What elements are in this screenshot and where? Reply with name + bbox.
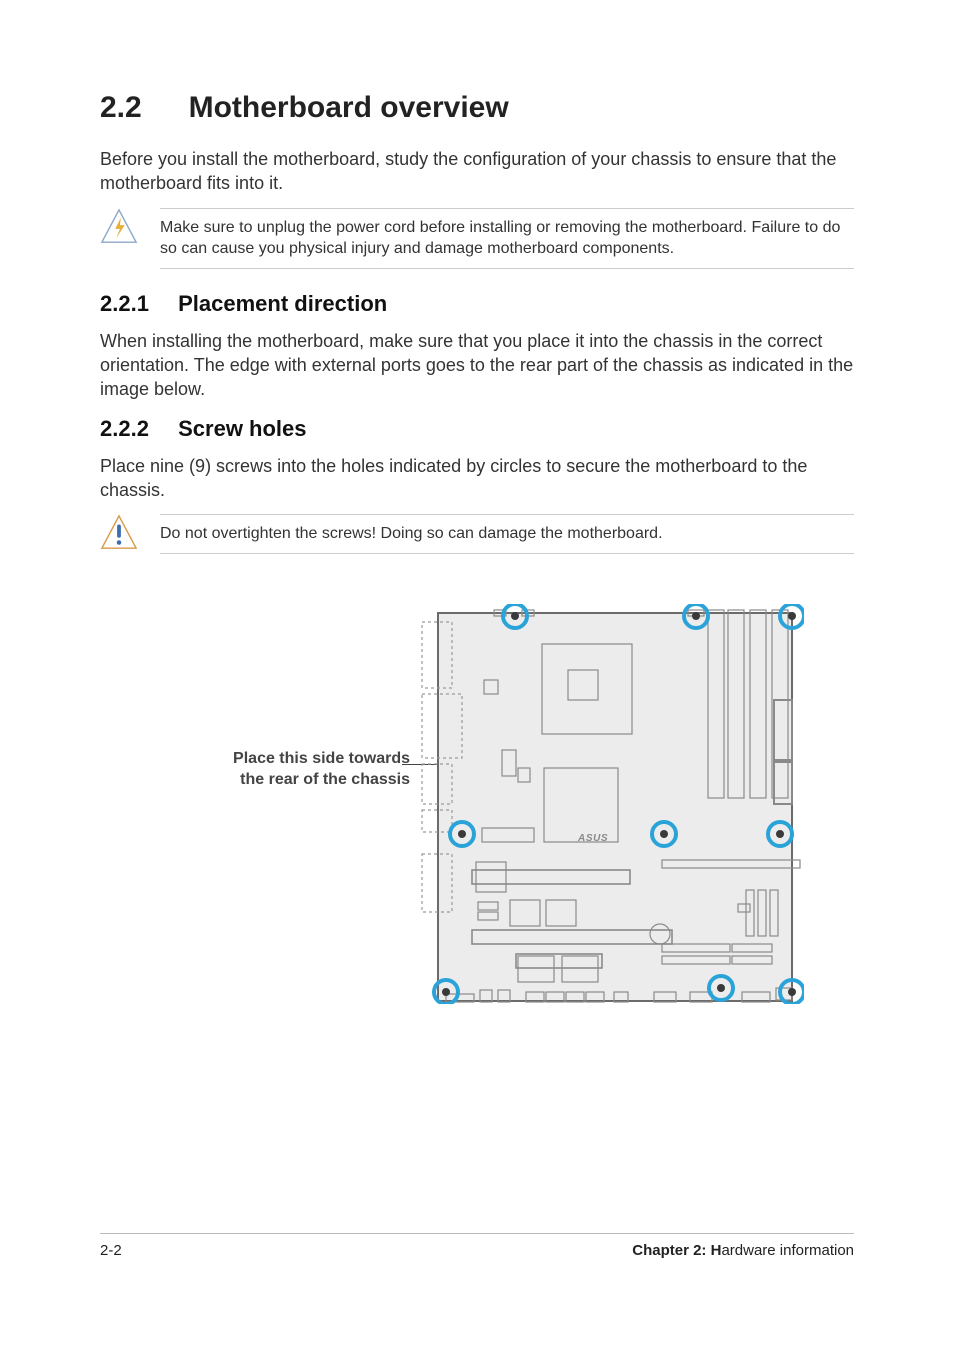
subsection-1-title: Placement direction <box>178 291 387 316</box>
exclamation-warning-icon <box>100 514 138 552</box>
subsection-2-number: 2.2.2 <box>100 416 172 442</box>
screwholes-paragraph: Place nine (9) screws into the holes ind… <box>100 454 854 503</box>
subsection-2-title: Screw holes <box>178 416 306 441</box>
footer-page-number: 2-2 <box>100 1242 122 1259</box>
footer-chapter-prefix: Chapter 2: <box>632 1242 706 1259</box>
motherboard-figure: Place this side towards the rear of the … <box>100 604 854 1004</box>
board-diagram: ASUS <box>418 604 804 1004</box>
note-unplug: Make sure to unplug the power cord befor… <box>100 208 854 269</box>
subsection-2-heading: 2.2.2 Screw holes <box>100 416 854 442</box>
figure-caption: Place this side towards the rear of the … <box>100 604 410 791</box>
footer-chapter-tail: ardware information <box>721 1242 854 1259</box>
subsection-1-heading: 2.2.1 Placement direction <box>100 291 854 317</box>
note-unplug-text: Make sure to unplug the power cord befor… <box>160 208 854 269</box>
page-footer: 2-2 Chapter 2: Hardware information <box>100 1233 854 1259</box>
note-overtighten: Do not overtighten the screws! Doing so … <box>100 514 854 554</box>
svg-text:ASUS: ASUS <box>577 833 608 844</box>
lightning-warning-icon <box>100 208 138 246</box>
section-number: 2.2 <box>100 91 142 124</box>
section-title: Motherboard overview <box>189 91 509 124</box>
footer-chapter: Chapter 2: Hardware information <box>632 1242 854 1259</box>
subsection-1-number: 2.2.1 <box>100 291 172 317</box>
figure-caption-line-1: Place this side towards <box>233 750 410 767</box>
section-heading: 2.2 Motherboard overview <box>100 88 854 125</box>
intro-paragraph: Before you install the motherboard, stud… <box>100 147 854 196</box>
note-overtighten-text: Do not overtighten the screws! Doing so … <box>160 514 854 554</box>
placement-paragraph: When installing the motherboard, make su… <box>100 329 854 402</box>
figure-caption-line-2: the rear of the chassis <box>240 771 410 788</box>
footer-chapter-h: H <box>706 1242 721 1259</box>
